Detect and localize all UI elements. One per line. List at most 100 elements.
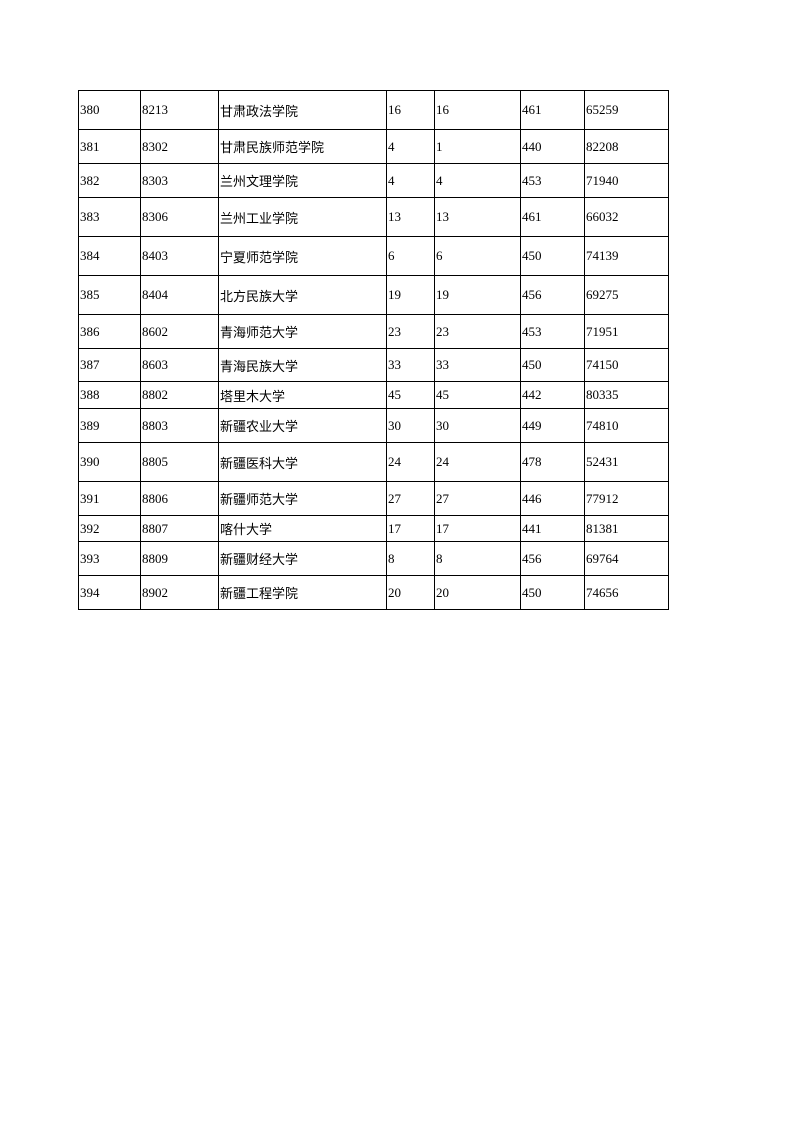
- cell-index: 380: [79, 91, 141, 130]
- cell-val2: 13: [435, 198, 521, 237]
- cell-val3: 440: [521, 130, 585, 164]
- table-row: 391 8806 新疆师范大学 27 27 446 77912: [79, 482, 669, 516]
- cell-val4: 81381: [585, 516, 669, 542]
- cell-school: 新疆农业大学: [219, 409, 387, 443]
- cell-val1: 24: [387, 443, 435, 482]
- cell-val3: 450: [521, 349, 585, 382]
- cell-val1: 17: [387, 516, 435, 542]
- table-row: 387 8603 青海民族大学 33 33 450 74150: [79, 349, 669, 382]
- cell-school: 新疆财经大学: [219, 542, 387, 576]
- cell-code: 8806: [141, 482, 219, 516]
- cell-school: 新疆医科大学: [219, 443, 387, 482]
- cell-school: 宁夏师范学院: [219, 237, 387, 276]
- table-body: 380 8213 甘肃政法学院 16 16 461 65259 381 8302…: [79, 91, 669, 610]
- cell-val3: 461: [521, 198, 585, 237]
- cell-code: 8213: [141, 91, 219, 130]
- cell-index: 381: [79, 130, 141, 164]
- cell-val3: 441: [521, 516, 585, 542]
- cell-val4: 69275: [585, 276, 669, 315]
- cell-val4: 74150: [585, 349, 669, 382]
- cell-val1: 16: [387, 91, 435, 130]
- cell-val2: 17: [435, 516, 521, 542]
- cell-val2: 4: [435, 164, 521, 198]
- cell-school: 塔里木大学: [219, 382, 387, 409]
- cell-val1: 30: [387, 409, 435, 443]
- cell-val4: 77912: [585, 482, 669, 516]
- cell-val2: 6: [435, 237, 521, 276]
- cell-val1: 33: [387, 349, 435, 382]
- cell-code: 8302: [141, 130, 219, 164]
- cell-val1: 6: [387, 237, 435, 276]
- cell-val4: 80335: [585, 382, 669, 409]
- cell-index: 385: [79, 276, 141, 315]
- data-table: 380 8213 甘肃政法学院 16 16 461 65259 381 8302…: [78, 90, 669, 610]
- cell-code: 8803: [141, 409, 219, 443]
- cell-index: 387: [79, 349, 141, 382]
- cell-val4: 82208: [585, 130, 669, 164]
- cell-val2: 24: [435, 443, 521, 482]
- table-row: 394 8902 新疆工程学院 20 20 450 74656: [79, 576, 669, 610]
- cell-val2: 23: [435, 315, 521, 349]
- table-row: 393 8809 新疆财经大学 8 8 456 69764: [79, 542, 669, 576]
- cell-school: 甘肃政法学院: [219, 91, 387, 130]
- table-row: 381 8302 甘肃民族师范学院 4 1 440 82208: [79, 130, 669, 164]
- cell-code: 8303: [141, 164, 219, 198]
- cell-val1: 4: [387, 130, 435, 164]
- cell-code: 8306: [141, 198, 219, 237]
- cell-val2: 30: [435, 409, 521, 443]
- cell-code: 8902: [141, 576, 219, 610]
- cell-school: 新疆师范大学: [219, 482, 387, 516]
- cell-val3: 450: [521, 237, 585, 276]
- cell-val3: 449: [521, 409, 585, 443]
- cell-school: 北方民族大学: [219, 276, 387, 315]
- cell-val2: 33: [435, 349, 521, 382]
- cell-index: 393: [79, 542, 141, 576]
- cell-school: 兰州工业学院: [219, 198, 387, 237]
- cell-code: 8602: [141, 315, 219, 349]
- cell-index: 391: [79, 482, 141, 516]
- cell-school: 新疆工程学院: [219, 576, 387, 610]
- cell-val4: 74810: [585, 409, 669, 443]
- cell-index: 383: [79, 198, 141, 237]
- cell-val2: 27: [435, 482, 521, 516]
- table-row: 385 8404 北方民族大学 19 19 456 69275: [79, 276, 669, 315]
- table-row: 380 8213 甘肃政法学院 16 16 461 65259: [79, 91, 669, 130]
- cell-school: 青海师范大学: [219, 315, 387, 349]
- cell-index: 390: [79, 443, 141, 482]
- cell-val1: 19: [387, 276, 435, 315]
- cell-val1: 27: [387, 482, 435, 516]
- cell-val1: 20: [387, 576, 435, 610]
- cell-val2: 20: [435, 576, 521, 610]
- cell-val4: 65259: [585, 91, 669, 130]
- table-row: 390 8805 新疆医科大学 24 24 478 52431: [79, 443, 669, 482]
- cell-index: 388: [79, 382, 141, 409]
- cell-school: 青海民族大学: [219, 349, 387, 382]
- cell-val3: 453: [521, 315, 585, 349]
- cell-val4: 74656: [585, 576, 669, 610]
- table-row: 386 8602 青海师范大学 23 23 453 71951: [79, 315, 669, 349]
- table-row: 384 8403 宁夏师范学院 6 6 450 74139: [79, 237, 669, 276]
- cell-val2: 19: [435, 276, 521, 315]
- cell-val1: 13: [387, 198, 435, 237]
- cell-val2: 16: [435, 91, 521, 130]
- cell-val1: 45: [387, 382, 435, 409]
- table-row: 383 8306 兰州工业学院 13 13 461 66032: [79, 198, 669, 237]
- cell-val3: 442: [521, 382, 585, 409]
- cell-val4: 52431: [585, 443, 669, 482]
- cell-val3: 461: [521, 91, 585, 130]
- cell-index: 394: [79, 576, 141, 610]
- cell-code: 8403: [141, 237, 219, 276]
- cell-val2: 8: [435, 542, 521, 576]
- cell-val3: 478: [521, 443, 585, 482]
- page-container: 380 8213 甘肃政法学院 16 16 461 65259 381 8302…: [0, 0, 793, 610]
- cell-index: 384: [79, 237, 141, 276]
- table-row: 392 8807 喀什大学 17 17 441 81381: [79, 516, 669, 542]
- cell-val3: 453: [521, 164, 585, 198]
- cell-code: 8805: [141, 443, 219, 482]
- cell-val1: 23: [387, 315, 435, 349]
- cell-val3: 456: [521, 276, 585, 315]
- cell-val1: 8: [387, 542, 435, 576]
- cell-val2: 1: [435, 130, 521, 164]
- cell-val2: 45: [435, 382, 521, 409]
- cell-index: 382: [79, 164, 141, 198]
